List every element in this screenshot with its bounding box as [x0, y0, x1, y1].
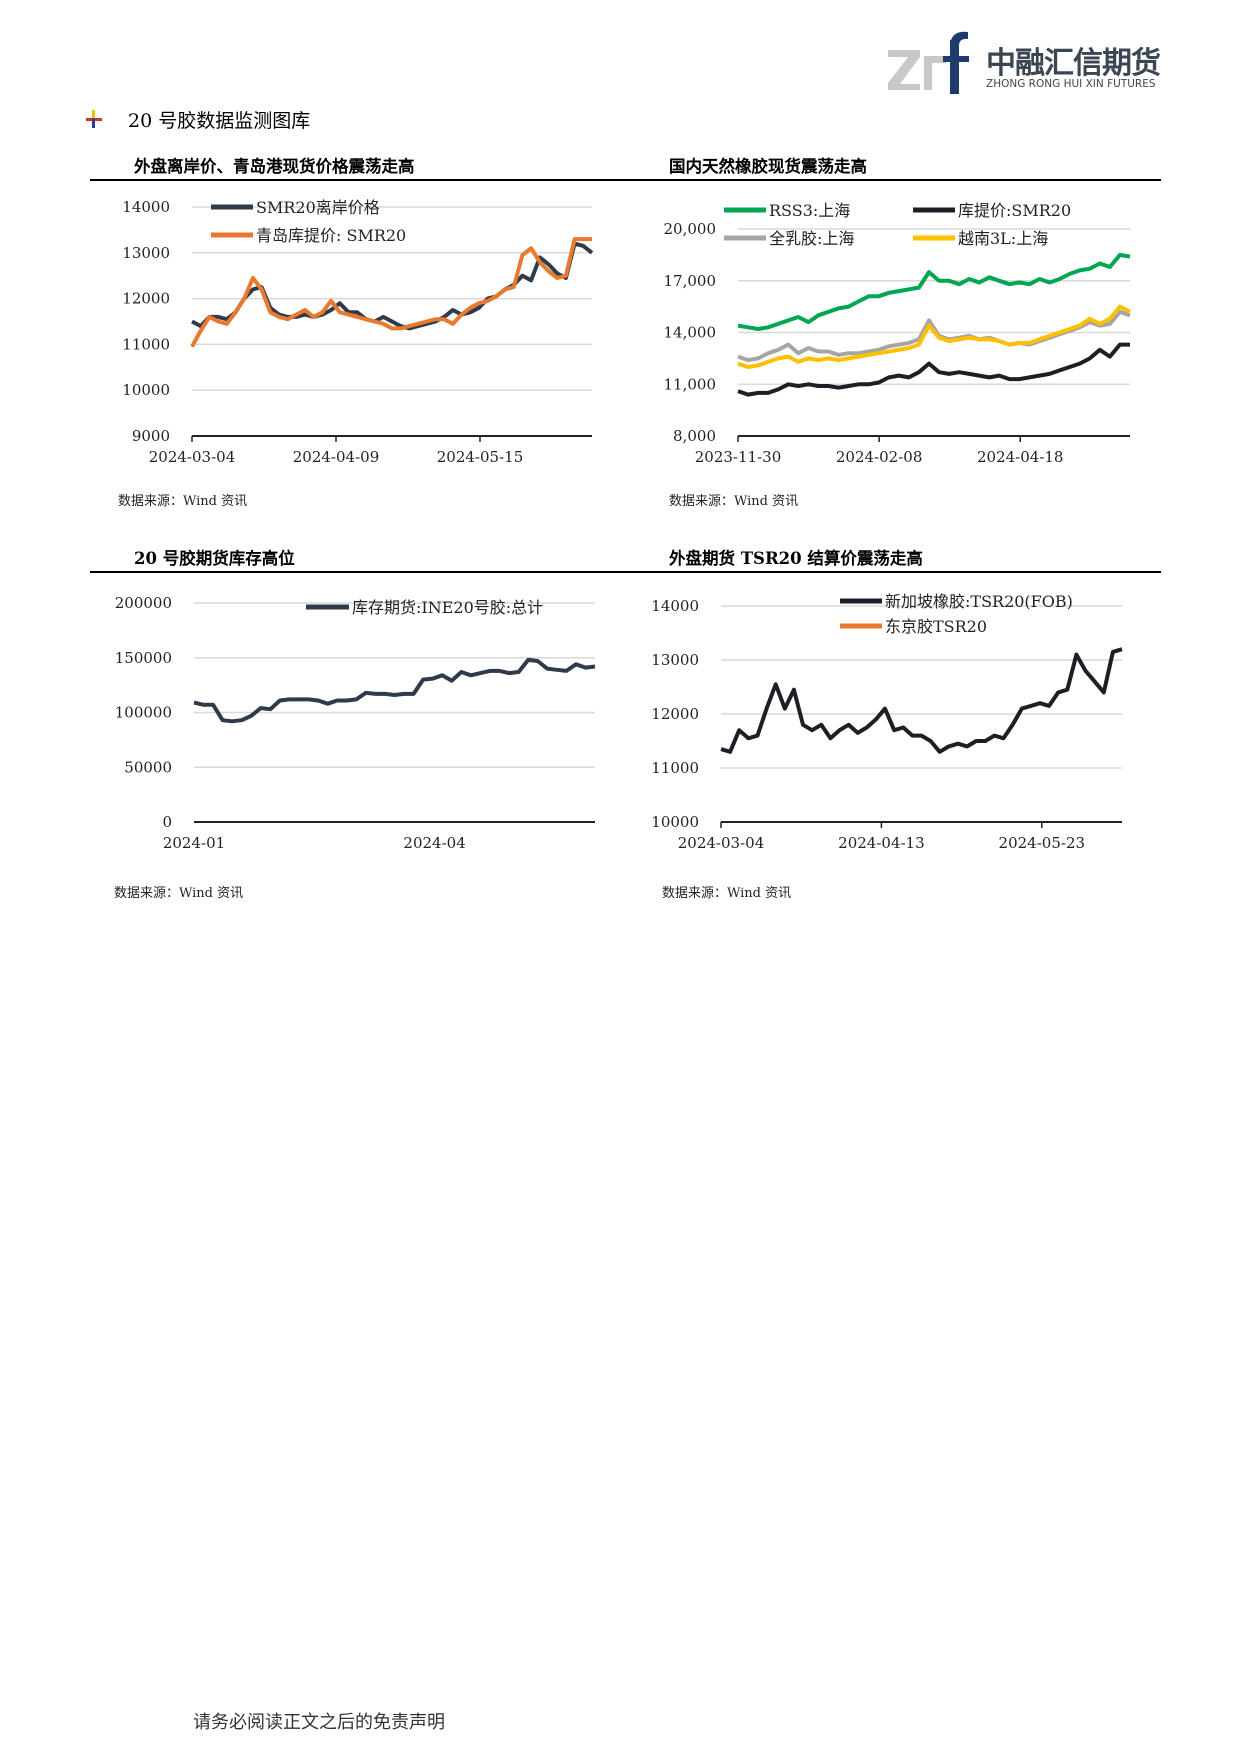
legend-label: RSS3:上海: [769, 201, 850, 220]
y-tick-label: 11000: [122, 335, 170, 353]
section-bullet-icon: [86, 110, 102, 128]
y-tick-label: 14,000: [664, 324, 717, 342]
x-tick-label: 2024-01: [163, 834, 225, 852]
series-line-2: [190, 237, 592, 348]
chart-source: 数据来源：Wind 资讯: [669, 494, 799, 509]
y-tick-label: 100000: [115, 704, 172, 722]
x-tick-label: 2024-04: [403, 834, 465, 852]
x-tick-label: 2024-05-15: [437, 448, 523, 466]
legend-label: 全乳胶:上海: [769, 229, 854, 248]
y-tick-label: 12000: [651, 705, 699, 723]
series-line-1: [191, 241, 594, 331]
x-tick-label: 2023-11-30: [695, 448, 781, 466]
chart-title-domestic-spot: 国内天然橡胶现货震荡走高: [669, 157, 867, 176]
x-tick-label: 2024-02-08: [836, 448, 922, 466]
y-tick-label: 11000: [651, 759, 699, 777]
section-title: 20 号胶数据监测图库: [128, 110, 311, 132]
chart-title-tsr20: 外盘期货 TSR20 结算价震荡走高: [669, 549, 923, 568]
y-tick-label: 50000: [124, 758, 172, 776]
series-line-2: [737, 342, 1130, 397]
x-tick-label: 2024-04-13: [838, 834, 924, 852]
divider: [90, 571, 1161, 573]
y-tick-label: 13000: [651, 651, 699, 669]
y-tick-label: 17,000: [664, 272, 717, 290]
legend-label: SMR20离岸价格: [256, 198, 380, 217]
series-line-1: [720, 647, 1123, 754]
chart-source: 数据来源：Wind 资讯: [662, 886, 792, 901]
legend-label: 东京胶TSR20: [885, 617, 987, 636]
legend-label: 库提价:SMR20: [958, 201, 1071, 220]
legend-label: 新加坡橡胶:TSR20(FOB): [885, 592, 1073, 611]
chart-source: 数据来源：Wind 资讯: [114, 886, 244, 901]
y-tick-label: 14000: [651, 597, 699, 615]
series-line-1: [737, 252, 1131, 331]
chart-title-offshore-price: 外盘离岸价、青岛港现货价格震荡走高: [134, 157, 415, 176]
x-tick-label: 2024-05-23: [999, 834, 1085, 852]
y-tick-label: 9000: [132, 427, 170, 445]
y-tick-label: 150000: [115, 649, 172, 667]
x-tick-label: 2024-04-09: [293, 448, 379, 466]
y-tick-label: 200000: [115, 594, 172, 612]
y-tick-label: 12000: [122, 290, 170, 308]
y-tick-label: 20,000: [664, 220, 717, 238]
chart-title-inventory: 20 号胶期货库存高位: [134, 549, 295, 568]
zrf-logo-mark: [888, 31, 969, 94]
chart-source: 数据来源：Wind 资讯: [118, 494, 248, 509]
x-tick-label: 2024-03-04: [149, 448, 235, 466]
divider: [90, 179, 1161, 181]
company-logo: 中融汇信期货 ZHONG RONG HUI XIN FUTURES: [888, 30, 1173, 94]
y-tick-label: 10000: [122, 381, 170, 399]
y-tick-label: 10000: [651, 813, 699, 831]
legend-label: 越南3L:上海: [958, 229, 1048, 248]
legend-label: 青岛库提价: SMR20: [256, 226, 406, 245]
y-tick-label: 14000: [122, 198, 170, 216]
x-tick-label: 2024-04-18: [977, 448, 1063, 466]
series-line-4: [737, 304, 1131, 369]
y-tick-label: 8,000: [673, 427, 716, 445]
legend-label: 库存期货:INE20号胶:总计: [352, 598, 543, 617]
y-tick-label: 0: [162, 813, 172, 831]
disclaimer-footer: 请务必阅读正文之后的免责声明: [193, 1712, 445, 1733]
x-tick-label: 2024-03-04: [678, 834, 764, 852]
series-line-1: [193, 657, 596, 724]
logo-name-en: ZHONG RONG HUI XIN FUTURES: [986, 78, 1156, 90]
logo-name-cn: 中融汇信期货: [986, 46, 1161, 81]
y-tick-label: 13000: [122, 244, 170, 262]
y-tick-label: 11,000: [664, 375, 717, 393]
